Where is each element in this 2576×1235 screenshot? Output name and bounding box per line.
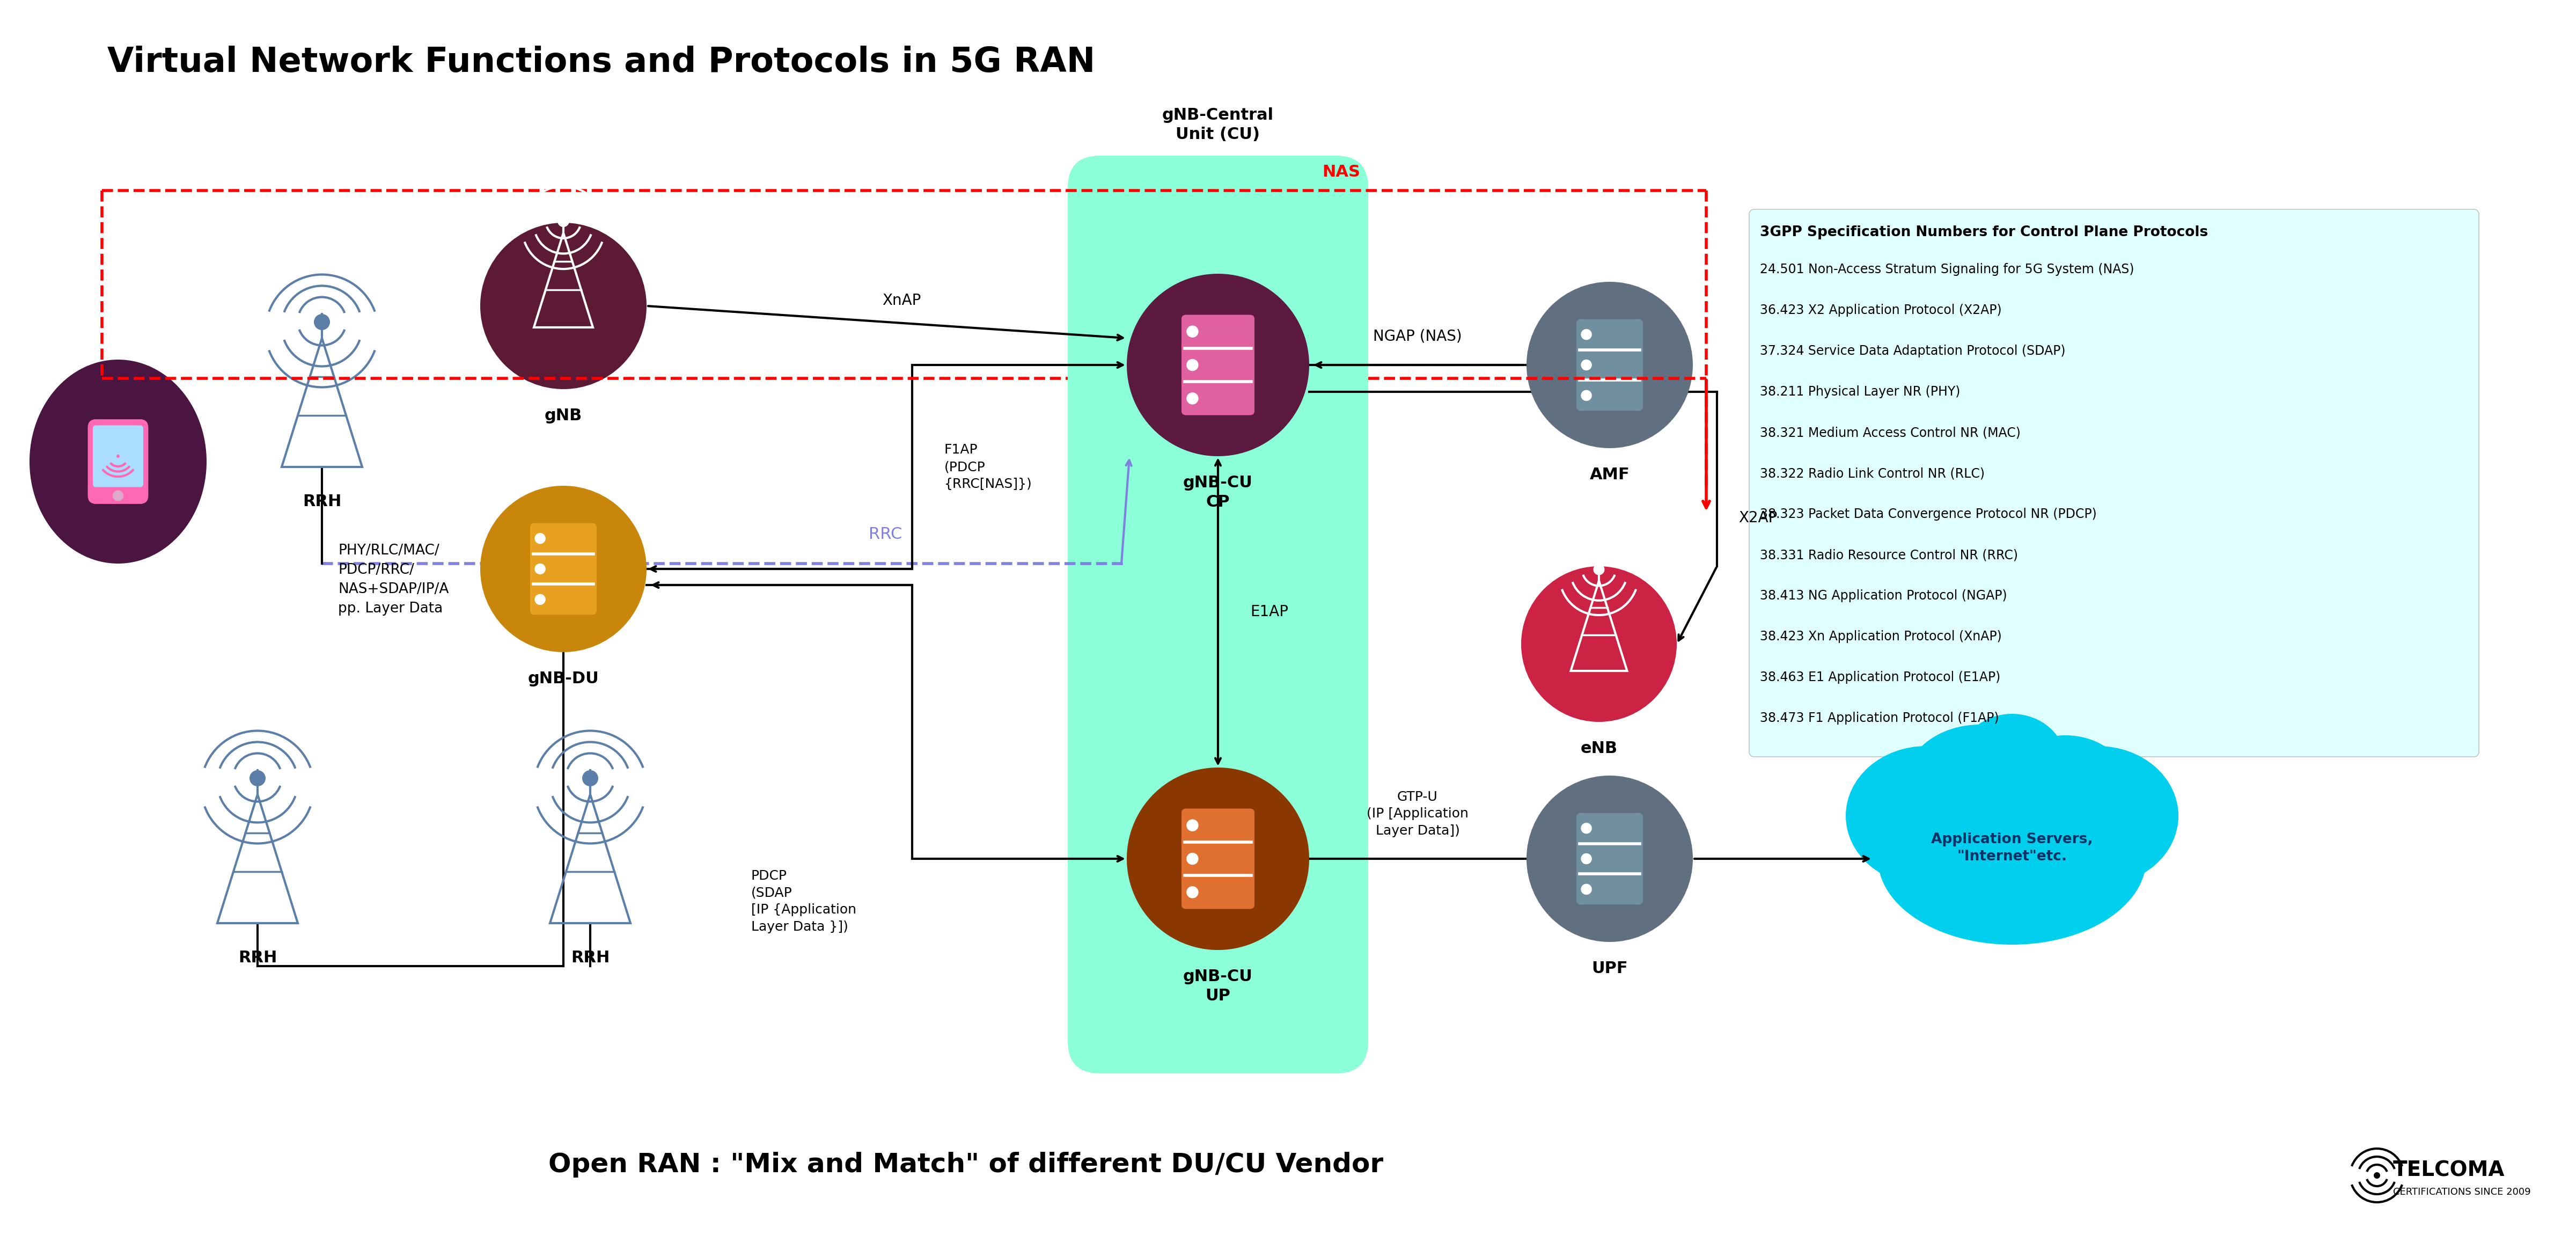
Text: 38.321 Medium Access Control NR (MAC): 38.321 Medium Access Control NR (MAC)	[1759, 426, 2020, 438]
Circle shape	[1528, 282, 1692, 448]
Text: 38.463 E1 Application Protocol (E1AP): 38.463 E1 Application Protocol (E1AP)	[1759, 671, 2002, 684]
Text: Application Servers,
"Internet"etc.: Application Servers, "Internet"etc.	[1932, 832, 2092, 863]
Text: Open RAN : "Mix and Match" of different DU/CU Vendor: Open RAN : "Mix and Match" of different …	[549, 1152, 1383, 1177]
FancyBboxPatch shape	[1182, 809, 1255, 909]
Ellipse shape	[2002, 735, 2130, 842]
Ellipse shape	[1958, 714, 2066, 810]
Text: 38.211 Physical Layer NR (PHY): 38.211 Physical Layer NR (PHY)	[1759, 385, 1960, 398]
FancyBboxPatch shape	[93, 425, 144, 487]
Text: UPF: UPF	[1592, 961, 1628, 977]
Text: PHY/RLC/MAC/
PDCP/RRC/
NAS+SDAP/IP/A
pp. Layer Data: PHY/RLC/MAC/ PDCP/RRC/ NAS+SDAP/IP/A pp.…	[337, 543, 448, 615]
FancyBboxPatch shape	[1577, 813, 1643, 904]
Text: gNB-CU
CP: gNB-CU CP	[1182, 475, 1252, 510]
Text: 38.413 NG Application Protocol (NGAP): 38.413 NG Application Protocol (NGAP)	[1759, 589, 2007, 603]
Text: 38.322 Radio Link Control NR (RLC): 38.322 Radio Link Control NR (RLC)	[1759, 467, 1984, 480]
Circle shape	[113, 490, 124, 501]
Text: gNB-CU
UP: gNB-CU UP	[1182, 968, 1252, 1004]
Ellipse shape	[1847, 746, 2007, 885]
Circle shape	[1528, 776, 1692, 942]
Circle shape	[479, 222, 647, 389]
Text: RRH: RRH	[301, 494, 343, 509]
Circle shape	[250, 771, 265, 787]
Circle shape	[1582, 884, 1592, 894]
Circle shape	[556, 215, 569, 227]
Text: eNB: eNB	[1582, 741, 1618, 756]
FancyBboxPatch shape	[88, 420, 147, 503]
Circle shape	[582, 771, 598, 787]
Circle shape	[1595, 564, 1605, 576]
Text: F1AP
(PDCP
{RRC[NAS]}): F1AP (PDCP {RRC[NAS]})	[945, 443, 1033, 490]
Text: 36.423 X2 Application Protocol (X2AP): 36.423 X2 Application Protocol (X2AP)	[1759, 304, 2002, 316]
Text: NGAP (NAS): NGAP (NAS)	[1373, 329, 1463, 343]
Text: 38.323 Packet Data Convergence Protocol NR (PDCP): 38.323 Packet Data Convergence Protocol …	[1759, 508, 2097, 521]
Text: 3GPP Specification Numbers for Control Plane Protocols: 3GPP Specification Numbers for Control P…	[1759, 226, 2208, 240]
Circle shape	[536, 534, 546, 543]
Text: XnAP: XnAP	[881, 293, 920, 308]
Text: CERTIFICATIONS SINCE 2009: CERTIFICATIONS SINCE 2009	[2393, 1187, 2530, 1197]
Text: 24.501 Non-Access Stratum Signaling for 5G System (NAS): 24.501 Non-Access Stratum Signaling for …	[1759, 263, 2133, 275]
Circle shape	[1188, 326, 1198, 337]
Circle shape	[536, 563, 546, 574]
Circle shape	[1188, 819, 1198, 831]
Circle shape	[1582, 853, 1592, 865]
FancyBboxPatch shape	[1577, 319, 1643, 411]
Ellipse shape	[1904, 725, 2056, 842]
Circle shape	[536, 594, 546, 605]
Text: NAS: NAS	[1321, 164, 1360, 179]
Circle shape	[1188, 852, 1198, 864]
Text: gNB-Central
Unit (CU): gNB-Central Unit (CU)	[1162, 107, 1273, 142]
Circle shape	[479, 485, 647, 652]
FancyBboxPatch shape	[1749, 209, 2478, 757]
Ellipse shape	[1878, 773, 2146, 945]
Text: Virtual Network Functions and Protocols in 5G RAN: Virtual Network Functions and Protocols …	[108, 46, 1095, 79]
Text: RRC: RRC	[868, 526, 902, 542]
Text: X2AP: X2AP	[1739, 510, 1777, 525]
Text: 38.331 Radio Resource Control NR (RRC): 38.331 Radio Resource Control NR (RRC)	[1759, 548, 2017, 562]
Circle shape	[116, 454, 118, 458]
Circle shape	[1582, 390, 1592, 401]
Text: 38.473 F1 Application Protocol (F1AP): 38.473 F1 Application Protocol (F1AP)	[1759, 711, 1999, 725]
Text: AMF: AMF	[1589, 467, 1631, 483]
FancyBboxPatch shape	[1066, 156, 1368, 1073]
Circle shape	[1188, 393, 1198, 404]
Circle shape	[314, 314, 330, 330]
Text: 37.324 Service Data Adaptation Protocol (SDAP): 37.324 Service Data Adaptation Protocol …	[1759, 345, 2066, 357]
Text: TELCOMA: TELCOMA	[2393, 1160, 2504, 1181]
Text: GTP-U
(IP [Application
Layer Data]): GTP-U (IP [Application Layer Data])	[1368, 790, 1468, 837]
Text: E1AP: E1AP	[1249, 604, 1288, 620]
Ellipse shape	[2017, 746, 2179, 885]
Text: PDCP
(SDAP
[IP {Application
Layer Data }]): PDCP (SDAP [IP {Application Layer Data }…	[752, 869, 855, 934]
Circle shape	[1188, 359, 1198, 371]
Circle shape	[1188, 887, 1198, 898]
Circle shape	[2372, 1172, 2380, 1178]
Circle shape	[1582, 823, 1592, 834]
FancyBboxPatch shape	[1182, 315, 1255, 415]
Text: RRH: RRH	[572, 950, 611, 966]
Text: 38.423 Xn Application Protocol (XnAP): 38.423 Xn Application Protocol (XnAP)	[1759, 630, 2002, 643]
Circle shape	[1582, 359, 1592, 371]
Circle shape	[1522, 566, 1677, 722]
Ellipse shape	[28, 359, 206, 563]
Circle shape	[1126, 767, 1309, 950]
Text: RRH: RRH	[237, 950, 278, 966]
Text: gNB: gNB	[544, 408, 582, 424]
Text: gNB-DU: gNB-DU	[528, 671, 600, 687]
FancyBboxPatch shape	[531, 524, 598, 615]
Circle shape	[1126, 274, 1309, 456]
Circle shape	[1582, 329, 1592, 340]
